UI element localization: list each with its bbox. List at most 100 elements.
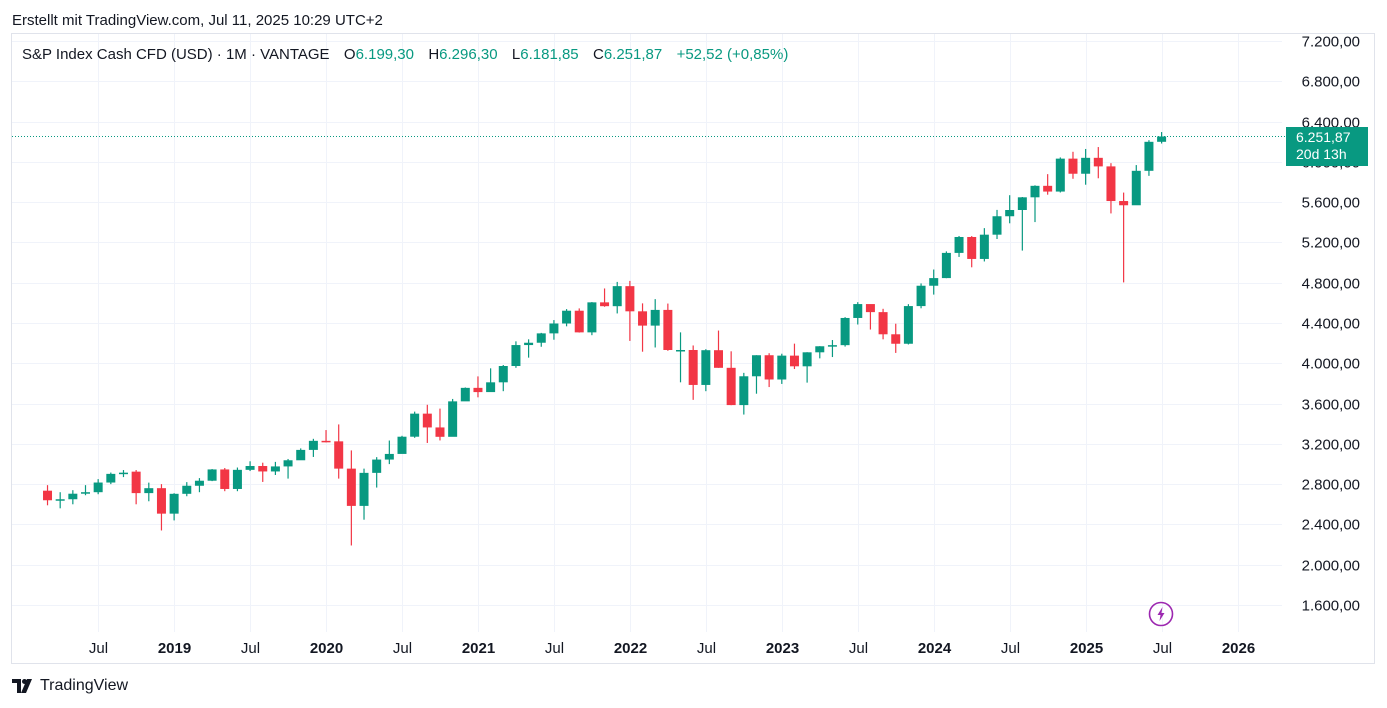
candle-body — [473, 387, 483, 393]
candle — [676, 332, 686, 383]
candle — [549, 320, 559, 340]
price-tick-label: 2.000,00 — [1302, 558, 1360, 575]
candle — [460, 387, 470, 402]
candle-body — [68, 493, 78, 500]
candle — [486, 368, 496, 393]
candle-body — [1106, 166, 1116, 202]
candle — [941, 251, 951, 279]
candle-body — [827, 345, 837, 347]
candle — [929, 269, 939, 295]
high-label: H — [428, 46, 440, 63]
candle — [1005, 195, 1015, 224]
candle — [435, 408, 445, 441]
price-tick-label: 3.600,00 — [1302, 397, 1360, 414]
candle — [587, 302, 597, 336]
lightning-icon[interactable] — [1148, 601, 1174, 627]
candle-body — [55, 499, 65, 501]
candle-body — [840, 317, 850, 346]
candle — [194, 478, 204, 493]
high-value: 6.296,30 — [439, 46, 498, 63]
candle — [954, 235, 964, 257]
candle-body — [600, 302, 610, 307]
candle-body — [410, 413, 420, 437]
candle-body — [612, 286, 622, 307]
candle — [891, 323, 901, 353]
candle — [397, 435, 407, 454]
candle-body — [207, 469, 217, 481]
candle-body — [1093, 157, 1103, 167]
candle-body — [549, 323, 559, 334]
candle-body — [194, 480, 204, 486]
candle-body — [359, 472, 369, 506]
time-tick-label: 2022 — [614, 640, 647, 657]
candle — [878, 308, 888, 340]
candle — [131, 470, 141, 505]
candle-body — [638, 311, 648, 326]
candle — [283, 458, 293, 479]
candle — [156, 484, 166, 531]
low-value: 6.181,85 — [520, 46, 579, 63]
candle-body — [650, 309, 660, 326]
candle — [410, 411, 420, 438]
candle — [498, 364, 508, 392]
candle — [1017, 197, 1027, 251]
candle-body — [498, 366, 508, 383]
time-tick-label: 2021 — [462, 640, 495, 657]
candle-body — [1157, 136, 1167, 142]
candle — [372, 457, 382, 488]
candle-body — [308, 440, 318, 450]
candle-body — [232, 469, 242, 489]
candle-body — [562, 310, 572, 324]
candle-body — [777, 355, 787, 380]
candle — [600, 288, 610, 307]
time-tick-label: 2020 — [310, 640, 343, 657]
candle-body — [574, 310, 584, 333]
close-value: 6.251,87 — [603, 46, 663, 63]
footer-brand[interactable]: TradingView — [12, 677, 128, 695]
last-price-value: 6.251,87 — [1296, 129, 1351, 145]
candle — [777, 353, 787, 384]
candle — [815, 346, 825, 359]
candle — [1043, 174, 1053, 195]
candle-body — [536, 333, 546, 343]
candle — [1093, 147, 1103, 179]
candle — [739, 372, 749, 415]
candle-body — [144, 488, 154, 494]
candle-body — [245, 466, 255, 470]
price-tick-label: 4.400,00 — [1302, 316, 1360, 333]
candle — [511, 341, 521, 368]
candle-body — [156, 488, 166, 514]
candle-body — [460, 387, 470, 402]
candle-body — [714, 350, 723, 368]
legend-symbol[interactable]: S&P Index Cash CFD (USD) · 1M · VANTAGE — [22, 46, 330, 63]
candle-body — [1030, 185, 1040, 198]
grid-lines — [12, 34, 1282, 632]
candle — [1144, 140, 1154, 176]
candle — [726, 351, 736, 406]
candle — [384, 440, 394, 465]
candle-body — [663, 309, 673, 350]
candle-body — [296, 449, 306, 461]
candle — [220, 468, 230, 492]
change-value: +52,52 (+0,85%) — [676, 46, 789, 63]
candle — [764, 353, 774, 388]
candle-body — [524, 342, 534, 346]
candle — [751, 355, 761, 394]
candle — [1157, 132, 1167, 144]
candle — [1068, 151, 1078, 179]
candle — [169, 493, 179, 521]
candle — [979, 228, 989, 262]
candle — [334, 424, 344, 479]
candle — [916, 283, 926, 309]
candle — [232, 467, 242, 492]
time-tick-label: Jul — [1153, 640, 1172, 657]
candle — [1119, 192, 1129, 283]
candle — [68, 490, 78, 505]
open-label: O — [343, 46, 356, 63]
candle-body — [878, 312, 888, 335]
candle-body — [967, 236, 977, 259]
candle — [473, 376, 483, 398]
candle — [55, 492, 65, 509]
candle — [359, 468, 369, 520]
